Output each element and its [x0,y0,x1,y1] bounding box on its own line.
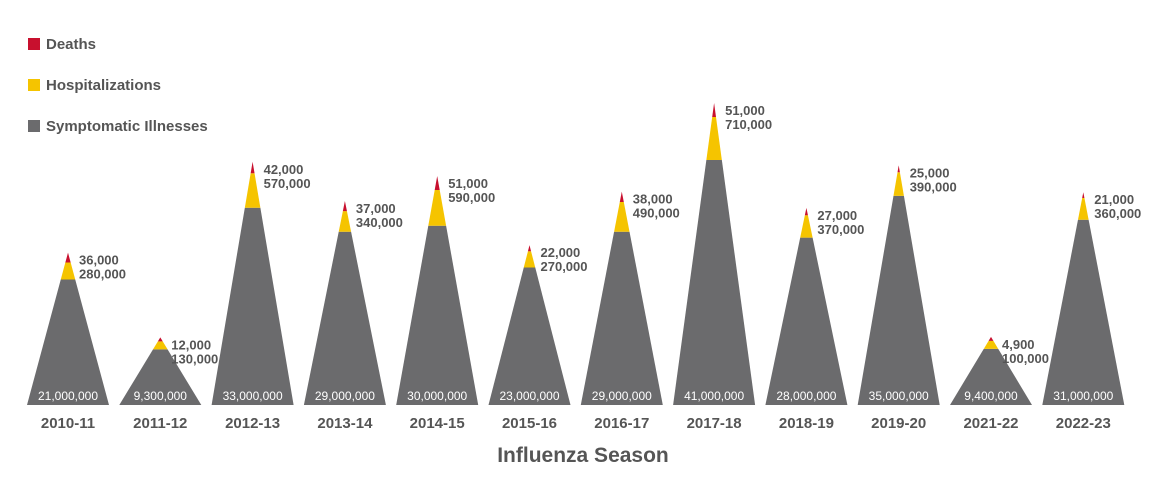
hospitalizations-swatch [28,79,40,91]
hospitalizations-label-2012-13: 570,000 [264,176,311,191]
season-tick-2016-17: 2016-17 [594,415,649,432]
illness-label-2014-15: 30,000,000 [407,389,467,403]
deaths-label-2021-22: 4,900 [1002,337,1035,352]
illness-band-2012-13 [211,207,294,405]
death-band-2022-23 [1082,192,1085,198]
season-tick-2014-15: 2014-15 [410,415,465,432]
hospitalizations-label-2022-23: 360,000 [1094,206,1141,221]
illness-band-2011-12 [119,349,202,405]
illness-label-2017-18: 41,000,000 [684,389,744,403]
deaths-label-2017-18: 51,000 [725,103,765,118]
hospitalization-band-2017-18 [706,117,722,160]
illness-label-2019-20: 35,000,000 [869,389,929,403]
season-tick-2017-18: 2017-18 [687,415,742,432]
illness-band-2013-14 [303,231,386,405]
season-tick-2012-13: 2012-13 [225,415,280,432]
hospitalizations-label-2014-15: 590,000 [448,190,495,205]
death-band-2013-14 [342,200,347,212]
hospitalizations-label-2018-19: 370,000 [817,222,864,237]
hospitalizations-label-2011-12: 130,000 [171,351,218,366]
illness-band-2022-23 [1042,219,1125,405]
death-band-2015-16 [527,245,532,252]
legend: Deaths Hospitalizations Symptomatic Illn… [28,34,208,157]
illness-band-2015-16 [488,267,571,405]
hospitalization-band-2015-16 [523,251,536,268]
illness-band-2010-11 [27,279,109,405]
season-tick-2010-11: 2010-11 [41,415,95,432]
hospitalizations-label-2017-18: 710,000 [725,117,772,132]
deaths-label-2010-11: 36,000 [79,253,119,268]
death-band-2019-20 [897,165,900,173]
death-band-2012-13 [250,161,255,174]
deaths-label-2015-16: 22,000 [541,245,581,260]
deaths-label-2014-15: 51,000 [448,176,488,191]
hospitalization-band-2022-23 [1077,197,1089,220]
death-band-2016-17 [619,191,624,203]
hospitalizations-label-2016-17: 490,000 [633,206,680,221]
hospitalization-band-2021-22 [983,340,999,349]
illness-band-2021-22 [950,348,1032,405]
season-tick-2011-12: 2011-12 [133,415,187,432]
illness-label-2010-11: 21,000,000 [38,389,98,403]
illness-label-2021-22: 9,400,000 [964,389,1018,403]
illness-band-2019-20 [857,195,940,405]
hospitalizations-label-2013-14: 340,000 [356,215,403,230]
hospitalization-band-2018-19 [800,215,813,238]
legend-label-illnesses: Symptomatic Illnesses [46,117,208,135]
x-axis-title: Influenza Season [497,444,669,467]
hospitalization-band-2012-13 [244,173,261,208]
season-tick-2019-20: 2019-20 [871,415,926,432]
death-band-2010-11 [65,252,71,263]
hospitalization-band-2010-11 [60,262,76,280]
hospitalization-band-2016-17 [614,202,630,232]
season-tick-2013-14: 2013-14 [317,415,373,432]
hospitalization-band-2011-12 [153,341,168,350]
deaths-label-2016-17: 38,000 [633,192,673,207]
illness-label-2022-23: 31,000,000 [1053,389,1113,403]
deaths-label-2013-14: 37,000 [356,201,396,216]
hospitalization-band-2014-15 [428,189,447,226]
legend-item-hospitalizations: Hospitalizations [28,75,208,95]
illness-label-2012-13: 33,000,000 [223,389,283,403]
death-band-2018-19 [804,207,808,216]
deaths-label-2022-23: 21,000 [1094,192,1134,207]
season-tick-2021-22: 2021-22 [963,415,1018,432]
deaths-label-2018-19: 27,000 [817,208,857,223]
legend-label-hospitalizations: Hospitalizations [46,76,162,94]
hospitalizations-label-2010-11: 280,000 [79,267,126,282]
legend-item-deaths: Deaths [28,34,208,54]
season-tick-2018-19: 2018-19 [779,415,834,432]
death-band-2011-12 [157,337,163,342]
illness-band-2018-19 [765,237,848,405]
deaths-label-2012-13: 42,000 [264,162,304,177]
illness-band-2016-17 [580,231,663,405]
hospitalization-band-2019-20 [893,172,904,196]
deaths-label-2011-12: 12,000 [171,337,211,352]
deaths-label-2019-20: 25,000 [910,165,950,180]
legend-item-illnesses: Symptomatic Illnesses [28,116,208,136]
death-band-2021-22 [988,336,994,341]
hospitalization-band-2013-14 [338,211,352,232]
hospitalizations-label-2021-22: 100,000 [1002,351,1049,366]
illnesses-swatch [28,120,40,132]
season-tick-2015-16: 2015-16 [502,415,557,432]
illness-band-2014-15 [396,225,479,405]
illness-label-2018-19: 28,000,000 [776,389,836,403]
illness-label-2015-16: 23,000,000 [499,389,559,403]
illness-label-2013-14: 29,000,000 [315,389,375,403]
death-band-2014-15 [434,175,440,190]
deaths-swatch [28,38,40,50]
legend-label-deaths: Deaths [46,35,97,53]
death-band-2017-18 [712,103,717,117]
illness-label-2016-17: 29,000,000 [592,389,652,403]
hospitalizations-label-2015-16: 270,000 [541,259,588,274]
season-tick-2022-23: 2022-23 [1056,415,1111,432]
peaks-layer [27,103,1125,405]
hospitalizations-label-2019-20: 390,000 [910,179,957,194]
illness-band-2017-18 [673,160,756,405]
illness-label-2011-12: 9,300,000 [134,389,188,403]
